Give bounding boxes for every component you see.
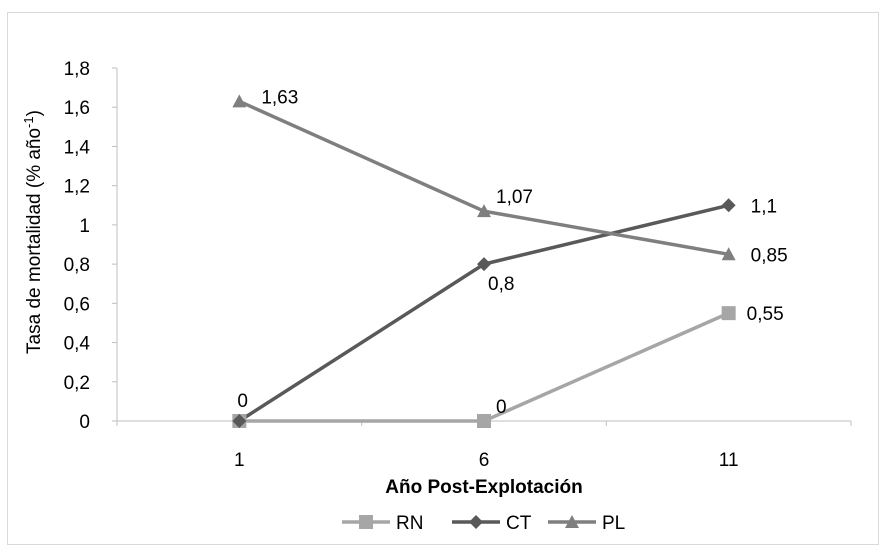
data-label-rn: 0 [496,397,507,418]
point-rn-11 [721,306,736,321]
y-axis-title-close: ) [24,110,45,116]
y-axis-title-sup: -1 [21,116,36,128]
y-tick-label: 0,4 [64,334,91,355]
series-group [232,94,736,428]
series-line-pl [238,99,729,257]
point-ct-11 [721,198,736,213]
legend-marker-rn [359,515,373,529]
data-label-ct: 0,8 [488,274,514,295]
chart-area [7,12,879,545]
series-line-ct [238,203,730,423]
y-axis-title: Tasa de mortalidad (% año-1) [21,110,45,354]
data-label-pl: 1,07 [496,187,533,208]
legend-marker-pl [565,515,579,528]
data-label-pl: 0,85 [751,245,788,266]
point-ct-1 [232,414,247,428]
legend-label-ct: CT [506,513,532,534]
y-tick-label: 0 [79,412,90,433]
y-tick-label: 1 [79,216,90,237]
svg-text:Tasa de mortalidad (% año-1): Tasa de mortalidad (% año-1) [21,110,45,354]
point-pl-6 [477,204,491,218]
y-tick-label: 0,2 [64,373,90,394]
point-pl-11 [721,247,736,261]
data-label-ct: 1,1 [751,196,777,217]
x-tick-label: 11 [719,450,739,471]
legend-marker-ct [469,515,483,529]
data-label-pl: 1,63 [261,87,298,108]
y-tick-label: 1,6 [64,98,90,119]
point-rn-6 [477,414,491,428]
point-ct-6 [477,257,491,272]
y-tick-label: 0,6 [64,294,90,315]
y-tick-label: 0,8 [64,255,90,276]
legend: RN CT PL [342,513,625,534]
x-axis-title: Año Post-Explotación [385,477,582,498]
axes: 0 0,2 0,4 0,6 0,8 1 1,2 1,4 1,6 1,8 1 6 11 [64,59,852,471]
y-tick-label: 1,8 [64,59,90,80]
x-tick-label: 6 [479,450,490,471]
point-pl-1 [232,94,247,108]
y-axis-title-main: Tasa de mortalidad (% año [24,128,45,354]
data-label-ct: 0 [237,391,248,412]
legend-label-pl: PL [602,513,625,534]
x-tick-label: 1 [234,450,245,471]
y-tick-label: 1,4 [64,137,91,158]
series-line-rn [239,311,730,423]
legend-label-rn: RN [396,513,423,534]
y-tick-label: 1,2 [64,177,90,198]
data-label-rn: 0,55 [747,304,784,325]
data-labels: 0 0,55 0 0,8 1,1 1,63 1,07 0,85 [237,87,787,418]
